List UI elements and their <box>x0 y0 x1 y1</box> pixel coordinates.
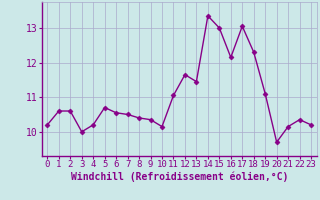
X-axis label: Windchill (Refroidissement éolien,°C): Windchill (Refroidissement éolien,°C) <box>70 172 288 182</box>
